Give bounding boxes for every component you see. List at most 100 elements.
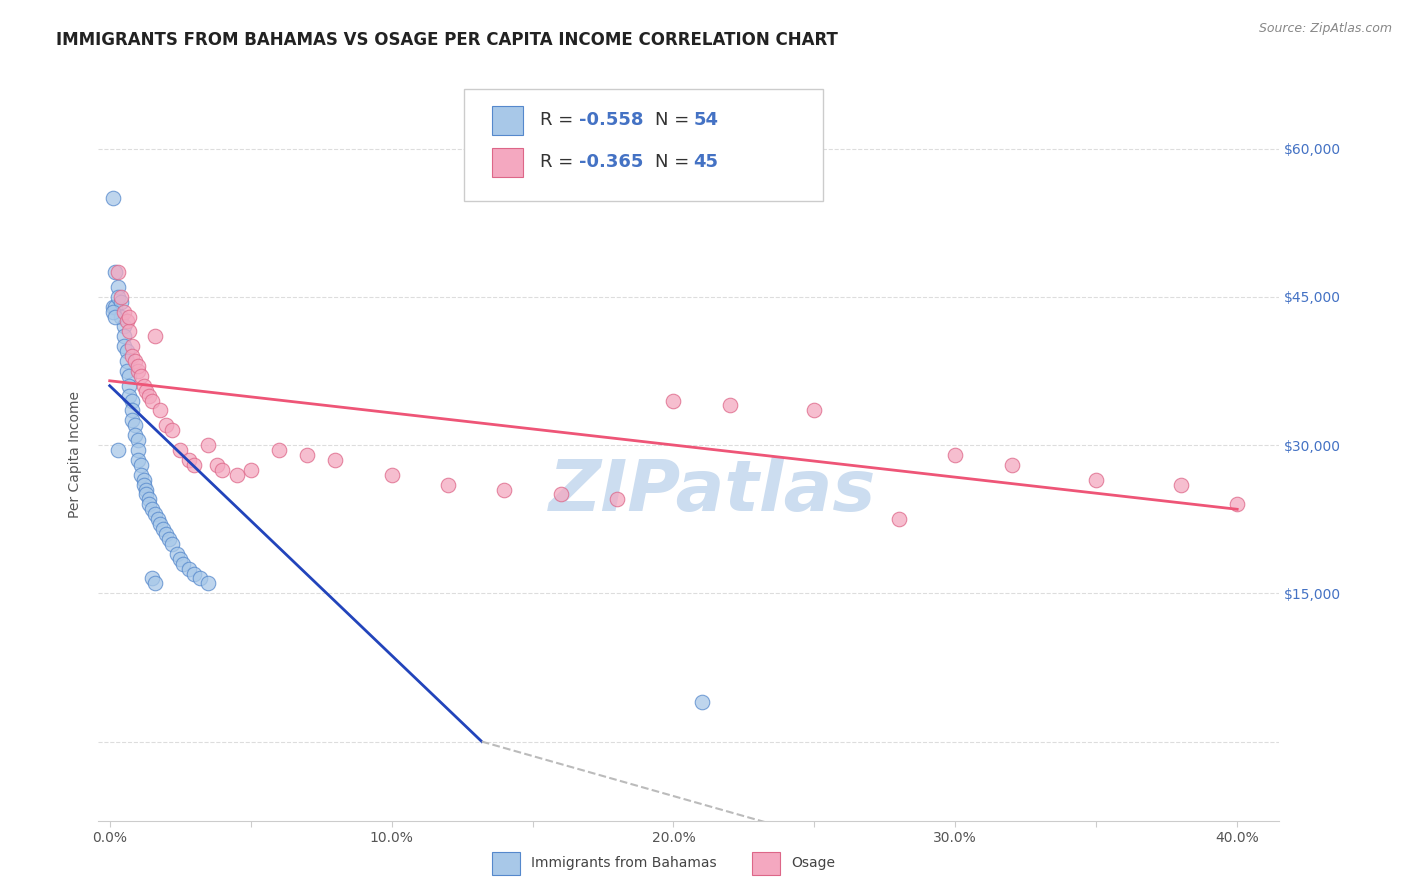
Point xyxy=(138,492,160,507)
Point xyxy=(138,497,160,511)
Point xyxy=(267,442,290,457)
Point xyxy=(129,467,152,482)
Text: -0.558: -0.558 xyxy=(579,112,644,129)
Point xyxy=(239,463,262,477)
Point xyxy=(121,413,143,427)
Point xyxy=(104,300,127,314)
Point xyxy=(177,453,200,467)
Point xyxy=(177,561,200,575)
Point xyxy=(943,448,966,462)
Point xyxy=(1170,477,1192,491)
Point xyxy=(127,442,149,457)
Text: Osage: Osage xyxy=(792,856,835,871)
Point xyxy=(188,572,211,586)
Point xyxy=(606,492,628,507)
Point xyxy=(127,453,149,467)
Point xyxy=(115,344,138,359)
Point xyxy=(143,507,166,521)
Point xyxy=(143,576,166,591)
Text: IMMIGRANTS FROM BAHAMAS VS OSAGE PER CAPITA INCOME CORRELATION CHART: IMMIGRANTS FROM BAHAMAS VS OSAGE PER CAP… xyxy=(56,31,838,49)
Point xyxy=(160,537,183,551)
Point xyxy=(124,354,146,368)
Point xyxy=(101,300,124,314)
Point xyxy=(155,527,177,541)
Point xyxy=(127,433,149,447)
Point xyxy=(118,378,141,392)
Point xyxy=(157,532,180,546)
Point xyxy=(107,290,129,304)
Point xyxy=(205,458,228,472)
Y-axis label: Per Capita Income: Per Capita Income xyxy=(69,392,83,518)
Point xyxy=(110,290,132,304)
Point xyxy=(494,483,516,497)
Point xyxy=(101,304,124,318)
Point xyxy=(183,566,205,581)
Point xyxy=(141,572,163,586)
Point xyxy=(121,349,143,363)
Point xyxy=(118,368,141,383)
Point xyxy=(124,418,146,433)
Point xyxy=(152,522,174,536)
Point xyxy=(115,364,138,378)
Point xyxy=(115,314,138,328)
Point xyxy=(149,517,172,532)
Point xyxy=(295,448,318,462)
Point xyxy=(104,310,127,324)
Point xyxy=(118,324,141,338)
Point xyxy=(104,265,127,279)
Point xyxy=(169,442,191,457)
Point xyxy=(718,399,741,413)
Point xyxy=(107,265,129,279)
Point xyxy=(112,319,135,334)
Point xyxy=(437,477,460,491)
Point xyxy=(118,310,141,324)
Point xyxy=(225,467,247,482)
Point xyxy=(138,389,160,403)
Point xyxy=(112,329,135,343)
Point xyxy=(662,393,685,408)
Point xyxy=(112,339,135,353)
Point xyxy=(169,551,191,566)
Point xyxy=(1001,458,1024,472)
Point xyxy=(124,428,146,442)
Point xyxy=(110,294,132,309)
Point xyxy=(141,502,163,516)
Point xyxy=(135,384,157,398)
Point xyxy=(129,368,152,383)
Point xyxy=(550,487,572,501)
Point xyxy=(155,418,177,433)
Point xyxy=(115,354,138,368)
Point xyxy=(803,403,825,417)
Text: 45: 45 xyxy=(693,153,718,171)
Text: Immigrants from Bahamas: Immigrants from Bahamas xyxy=(531,856,717,871)
Text: R =: R = xyxy=(540,153,579,171)
Text: Source: ZipAtlas.com: Source: ZipAtlas.com xyxy=(1258,22,1392,36)
Point xyxy=(149,403,172,417)
Point xyxy=(101,191,124,205)
Text: -0.365: -0.365 xyxy=(579,153,644,171)
Text: ZIPatlas: ZIPatlas xyxy=(548,457,876,526)
Text: N =: N = xyxy=(655,112,695,129)
Point xyxy=(118,389,141,403)
Point xyxy=(1085,473,1108,487)
Point xyxy=(160,423,183,437)
Point xyxy=(132,378,155,392)
Point xyxy=(129,458,152,472)
Text: 54: 54 xyxy=(693,112,718,129)
Point xyxy=(380,467,402,482)
Point xyxy=(121,403,143,417)
Point xyxy=(146,512,169,526)
Text: R =: R = xyxy=(540,112,579,129)
Point xyxy=(1226,497,1249,511)
Point xyxy=(172,557,194,571)
Point xyxy=(141,393,163,408)
Point xyxy=(132,477,155,491)
Point xyxy=(121,393,143,408)
Point xyxy=(183,458,205,472)
Point xyxy=(121,339,143,353)
Point xyxy=(135,483,157,497)
Point xyxy=(690,695,713,709)
Point xyxy=(112,304,135,318)
Point xyxy=(166,547,188,561)
Point xyxy=(127,364,149,378)
